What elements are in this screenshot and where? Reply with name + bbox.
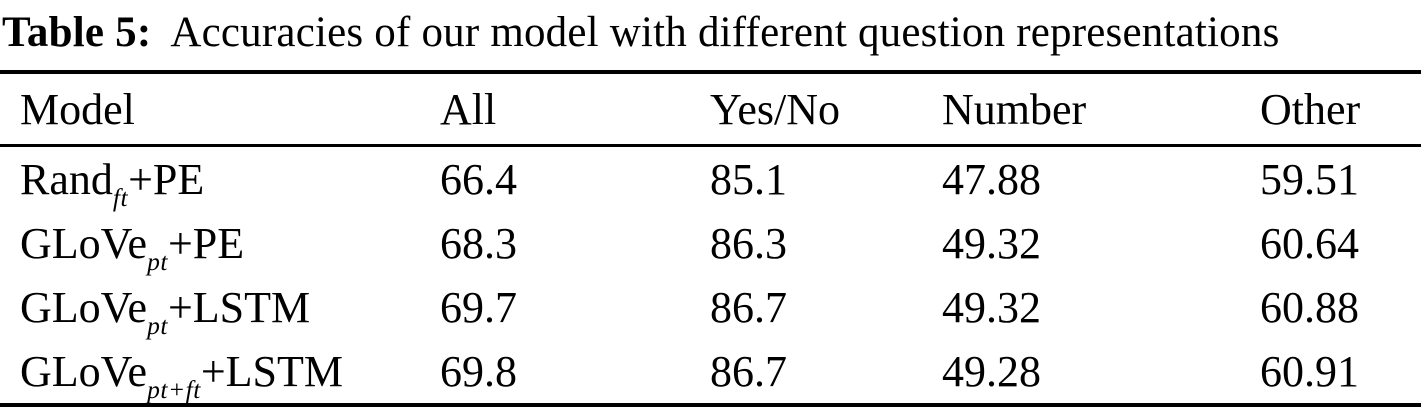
accuracy-other-cell: 60.88 [1260,282,1359,332]
table-row: GLoVept+PE 68.3 86.3 49.32 60.64 [0,211,1421,275]
accuracy-number-cell: 47.88 [942,154,1041,204]
accuracy-other-cell: 60.64 [1260,218,1359,268]
results-table: Model All Yes/No Number Other Randft+PE … [0,70,1421,407]
table-row: GLoVept+ft+LSTM 69.8 86.7 49.28 60.91 [0,339,1421,405]
accuracy-other-cell: 60.91 [1260,346,1359,396]
model-suffix: +LSTM [167,282,311,332]
model-name-cell: Randft+PE [0,146,440,212]
accuracy-all-cell: 69.8 [440,346,517,396]
accuracy-yesno-cell: 86.3 [710,218,787,268]
model-base: GLoVe [20,218,148,268]
model-suffix: +PE [128,154,205,204]
model-suffix: +PE [167,218,245,268]
model-subscript: pt [147,247,168,277]
model-subscript: pt+ft [147,375,201,405]
accuracy-all-cell: 69.7 [440,282,517,332]
caption-label: Table 5: [2,9,152,56]
accuracy-other-cell: 59.51 [1260,154,1359,204]
column-header-yesno: Yes/No [710,84,841,134]
table-row: Randft+PE 66.4 85.1 47.88 59.51 [0,146,1421,212]
column-header-other: Other [1260,84,1361,134]
model-suffix: +LSTM [200,346,344,396]
table-caption: Table 5: Accuracies of our model with dif… [0,0,1421,61]
accuracy-yesno-cell: 85.1 [710,154,787,204]
header-row: Model All Yes/No Number Other [0,72,1421,146]
accuracy-all-cell: 66.4 [440,154,517,204]
table-row: GLoVept+LSTM 69.7 86.7 49.32 60.88 [0,275,1421,339]
model-subscript: ft [112,183,129,213]
model-name-cell: GLoVept+LSTM [0,275,440,339]
column-header-model: Model [20,84,135,134]
accuracy-all-cell: 68.3 [440,218,517,268]
model-base: GLoVe [20,282,148,332]
accuracy-yesno-cell: 86.7 [710,282,787,332]
model-subscript: pt [147,311,168,341]
caption-text: Accuracies of our model with different q… [170,9,1280,56]
model-name-cell: GLoVept+ft+LSTM [0,339,440,405]
accuracy-number-cell: 49.32 [942,218,1041,268]
accuracy-yesno-cell: 86.7 [710,346,787,396]
model-base: GLoVe [20,346,148,396]
model-name-cell: GLoVept+PE [0,211,440,275]
accuracy-number-cell: 49.28 [942,346,1041,396]
model-base: Rand [20,154,113,204]
column-header-all: All [440,84,497,134]
column-header-number: Number [942,84,1087,134]
accuracy-number-cell: 49.32 [942,282,1041,332]
